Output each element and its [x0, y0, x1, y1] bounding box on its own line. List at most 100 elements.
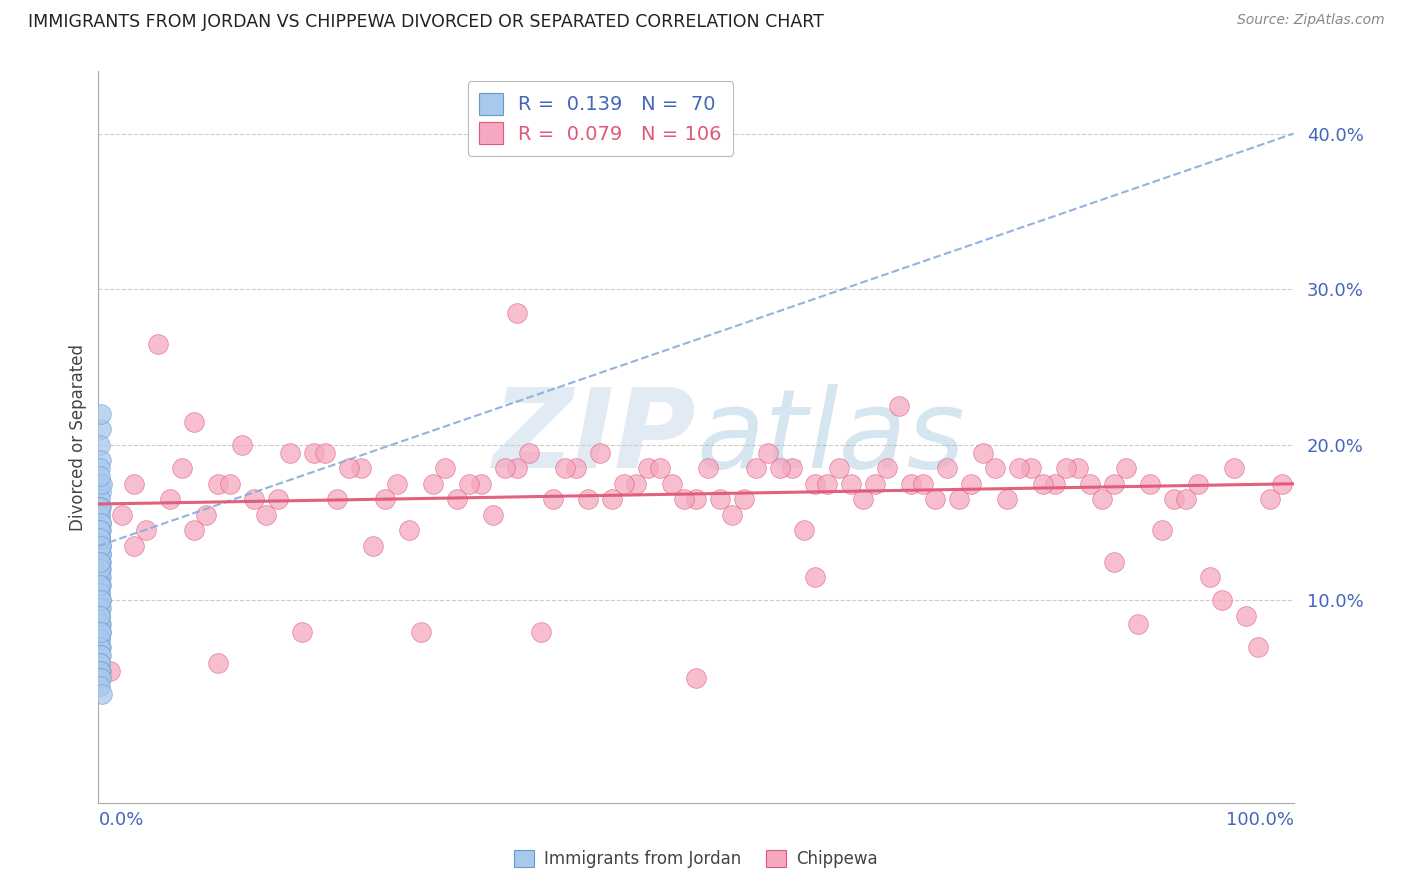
- Point: [90, 593, 112, 607]
- Point: [90, 453, 112, 467]
- Point: [111, 508, 134, 522]
- Point: [89, 585, 111, 599]
- Point: [374, 492, 396, 507]
- Point: [89, 609, 111, 624]
- Point: [89, 469, 111, 483]
- Point: [207, 476, 229, 491]
- Point: [589, 445, 612, 459]
- Point: [530, 624, 553, 639]
- Point: [1043, 476, 1066, 491]
- Point: [768, 461, 790, 475]
- Point: [1019, 461, 1042, 475]
- Point: [828, 461, 851, 475]
- Point: [1104, 476, 1126, 491]
- Point: [89, 461, 111, 475]
- Point: [1223, 461, 1246, 475]
- Point: [90, 516, 112, 530]
- Point: [326, 492, 349, 507]
- Point: [159, 492, 181, 507]
- Point: [815, 476, 838, 491]
- Point: [90, 664, 112, 678]
- Point: [960, 476, 983, 491]
- Point: [90, 422, 112, 436]
- Point: [89, 578, 111, 592]
- Point: [90, 624, 112, 639]
- Point: [1128, 616, 1150, 631]
- Text: 100.0%: 100.0%: [1226, 811, 1294, 829]
- Point: [1008, 461, 1031, 475]
- Text: 0.0%: 0.0%: [98, 811, 143, 829]
- Point: [90, 539, 112, 553]
- Point: [89, 648, 111, 662]
- Point: [90, 562, 112, 576]
- Legend: Immigrants from Jordan, Chippewa: Immigrants from Jordan, Chippewa: [508, 844, 884, 875]
- Point: [506, 305, 529, 319]
- Point: [995, 492, 1018, 507]
- Point: [172, 461, 194, 475]
- Point: [648, 461, 672, 475]
- Point: [89, 508, 111, 522]
- Point: [841, 476, 863, 491]
- Point: [804, 476, 827, 491]
- Point: [756, 445, 779, 459]
- Point: [89, 570, 111, 584]
- Point: [291, 624, 314, 639]
- Point: [89, 531, 111, 545]
- Point: [219, 476, 242, 491]
- Point: [385, 476, 409, 491]
- Point: [745, 461, 768, 475]
- Point: [1104, 555, 1126, 569]
- Point: [89, 679, 111, 693]
- Point: [89, 656, 111, 670]
- Point: [1247, 640, 1270, 655]
- Point: [315, 445, 337, 459]
- Point: [89, 632, 111, 647]
- Point: [90, 648, 112, 662]
- Point: [89, 562, 111, 576]
- Point: [183, 524, 205, 538]
- Point: [89, 531, 111, 545]
- Point: [90, 640, 112, 655]
- Point: [1152, 524, 1174, 538]
- Point: [89, 539, 111, 553]
- Point: [91, 476, 114, 491]
- Point: [90, 570, 112, 584]
- Point: [267, 492, 290, 507]
- Point: [89, 578, 111, 592]
- Point: [90, 547, 112, 561]
- Point: [89, 500, 111, 515]
- Point: [780, 461, 803, 475]
- Point: [89, 601, 111, 615]
- Point: [90, 516, 112, 530]
- Point: [90, 524, 112, 538]
- Point: [1187, 476, 1209, 491]
- Point: [89, 531, 111, 545]
- Point: [183, 415, 205, 429]
- Point: [733, 492, 755, 507]
- Point: [89, 524, 111, 538]
- Y-axis label: Divorced or Separated: Divorced or Separated: [69, 343, 87, 531]
- Point: [972, 445, 994, 459]
- Point: [900, 476, 922, 491]
- Point: [339, 461, 361, 475]
- Point: [89, 585, 111, 599]
- Point: [124, 476, 146, 491]
- Point: [1080, 476, 1102, 491]
- Point: [89, 593, 111, 607]
- Point: [637, 461, 659, 475]
- Point: [1056, 461, 1078, 475]
- Point: [231, 438, 253, 452]
- Point: [89, 562, 111, 576]
- Point: [90, 578, 112, 592]
- Point: [911, 476, 934, 491]
- Point: [89, 531, 111, 545]
- Point: [363, 539, 385, 553]
- Point: [481, 508, 505, 522]
- Point: [709, 492, 731, 507]
- Point: [90, 601, 112, 615]
- Point: [398, 524, 420, 538]
- Point: [1234, 609, 1257, 624]
- Point: [254, 508, 277, 522]
- Point: [685, 671, 707, 685]
- Point: [793, 524, 815, 538]
